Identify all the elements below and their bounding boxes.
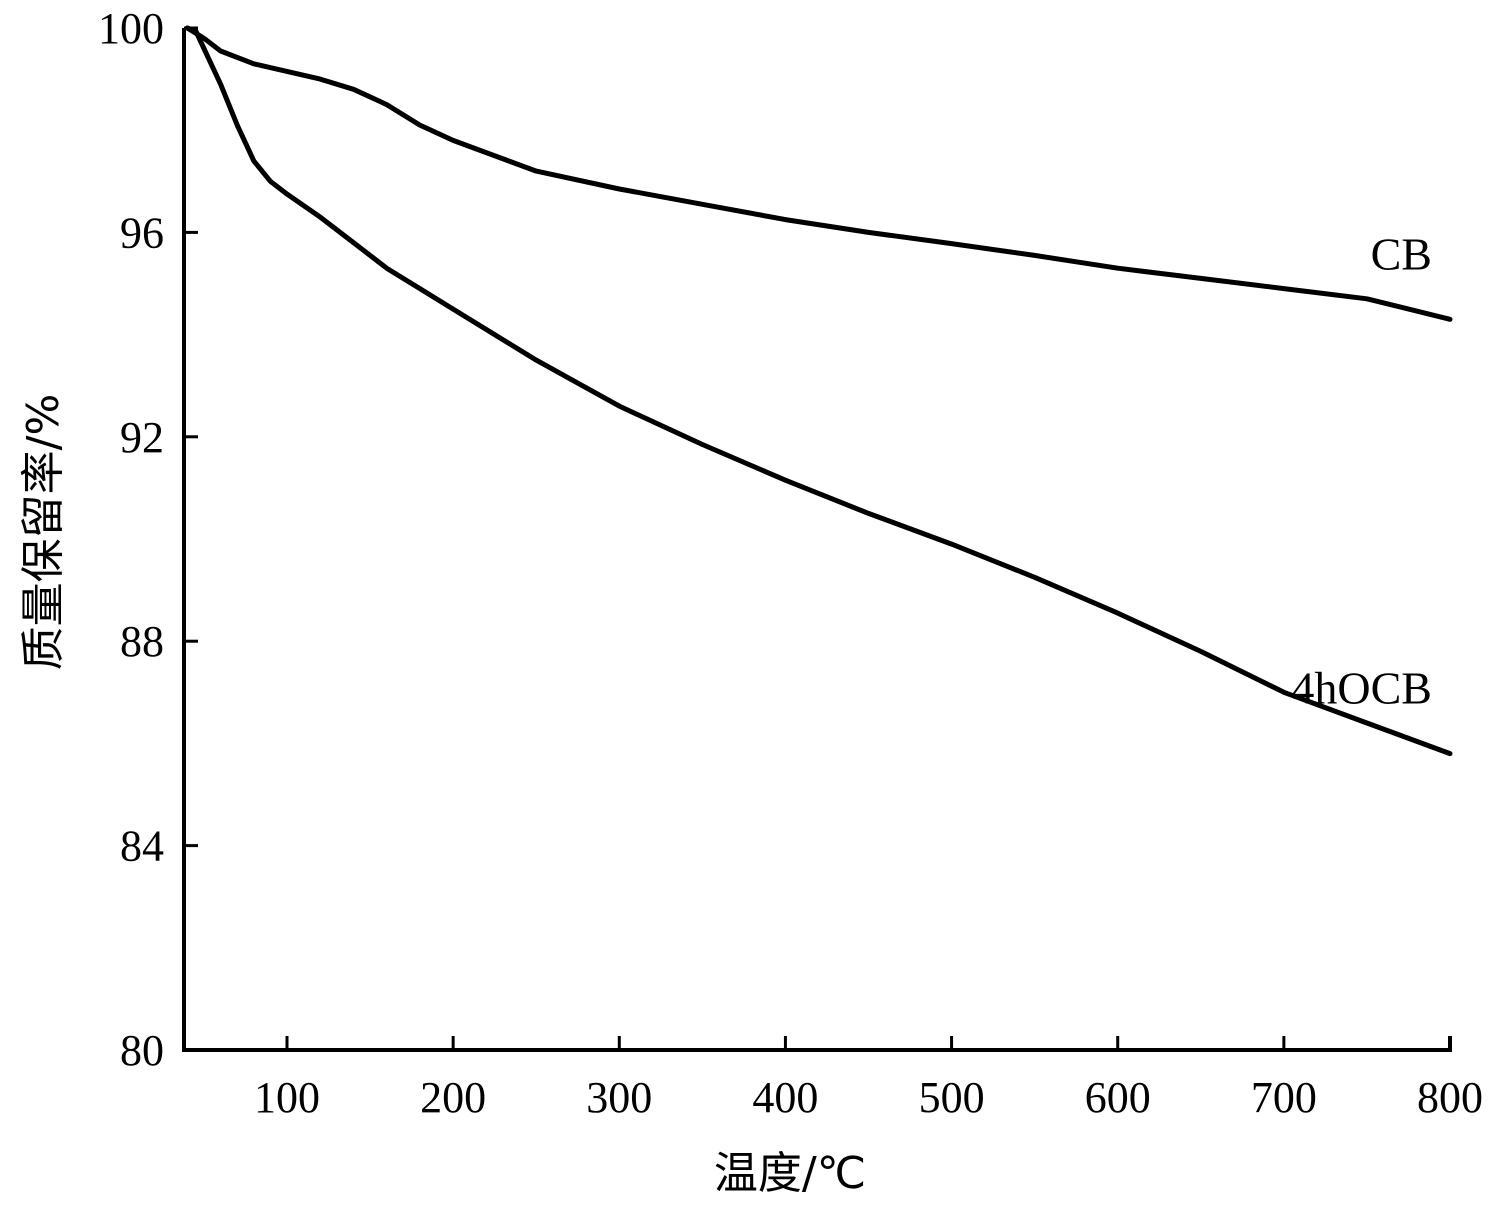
axes — [182, 28, 1452, 1052]
x-tick-label: 700 — [1251, 1073, 1317, 1122]
series-group: CB 4hOCB — [184, 25, 1453, 757]
y-tick-label: 100 — [98, 4, 164, 53]
series-line-cb — [184, 25, 1453, 322]
x-tick-label: 600 — [1085, 1073, 1151, 1122]
series-line-4hocb — [184, 25, 1453, 757]
x-tick-label: 100 — [254, 1073, 320, 1122]
x-tick-label: 800 — [1417, 1073, 1483, 1122]
ticks: 80 84 88 92 96 100 100 200 300 400 500 600 700 800 — [98, 4, 1483, 1122]
x-tick-label: 400 — [752, 1073, 818, 1122]
y-tick-label: 84 — [120, 822, 164, 871]
y-axis-title: 质量保留率/% — [18, 394, 69, 671]
axis-frame — [182, 28, 1452, 1052]
y-tick-label: 80 — [120, 1026, 164, 1075]
y-tick-label: 92 — [120, 413, 164, 462]
series-label-cb: CB — [1371, 228, 1432, 279]
y-tick-label: 96 — [120, 208, 164, 257]
x-axis-title: 温度/℃ — [714, 1148, 866, 1199]
y-tick-label: 88 — [120, 617, 164, 666]
x-tick-label: 200 — [420, 1073, 486, 1122]
x-tick-label: 300 — [586, 1073, 652, 1122]
series-label-4hocb: 4hOCB — [1291, 663, 1432, 714]
x-tick-label: 500 — [919, 1073, 985, 1122]
